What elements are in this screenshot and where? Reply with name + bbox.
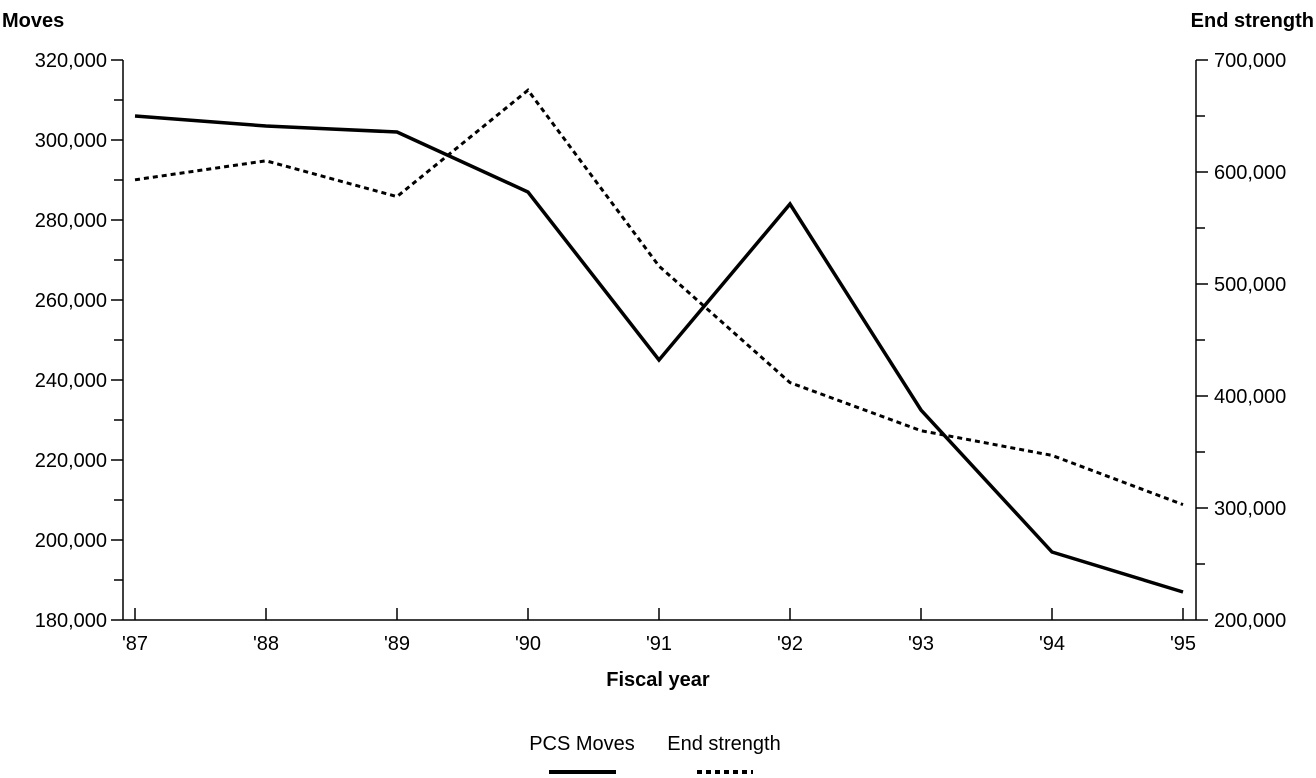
x-tick-label: '94: [1039, 633, 1065, 655]
legend-label-end-strength: End strength: [667, 733, 780, 755]
x-tick-label: '92: [777, 633, 803, 655]
x-tick-label: '87: [122, 633, 148, 655]
left-tick-label: 300,000: [35, 130, 107, 152]
right-tick-label: 400,000: [1214, 386, 1286, 408]
left-axis-title: Moves: [2, 10, 64, 32]
left-tick-label: 280,000: [35, 210, 107, 232]
left-axis: 180,000 200,000 220,000 240,000 260,000 280,0…: [35, 50, 124, 632]
left-tick-label: 260,000: [35, 290, 107, 312]
left-tick-label: 200,000: [35, 530, 107, 552]
right-tick-label: 700,000: [1214, 50, 1286, 72]
x-axis: '87 '88 '89 '90 '91 '92 '93 '94 '95: [122, 608, 1196, 655]
legend-label-pcs-moves: PCS Moves: [529, 733, 635, 755]
series-line-end-strength: [134, 88, 1184, 507]
x-tick-label: '91: [646, 633, 672, 655]
left-tick-label: 220,000: [35, 450, 107, 472]
series-line-pcs-moves: [134, 114, 1184, 594]
x-tick-label: '88: [253, 633, 279, 655]
right-tick-label: 500,000: [1214, 274, 1286, 296]
x-axis-title: Fiscal year: [606, 669, 710, 691]
x-tick-label: '93: [908, 633, 934, 655]
x-tick-label: '95: [1170, 633, 1196, 655]
right-tick-label: 300,000: [1214, 498, 1286, 520]
left-tick-label: 320,000: [35, 50, 107, 72]
right-axis-title: End strength: [1191, 10, 1314, 32]
right-axis: 200,000 300,000 400,000 500,000 600,000 700,0…: [1195, 50, 1286, 632]
legend: PCS Moves End strength: [529, 733, 781, 774]
right-tick-label: 200,000: [1214, 610, 1286, 632]
left-tick-label: 180,000: [35, 610, 107, 632]
right-tick-label: 600,000: [1214, 162, 1286, 184]
x-tick-label: '90: [515, 633, 541, 655]
series-layer: [134, 88, 1184, 594]
left-tick-label: 240,000: [35, 370, 107, 392]
x-tick-label: '89: [384, 633, 410, 655]
